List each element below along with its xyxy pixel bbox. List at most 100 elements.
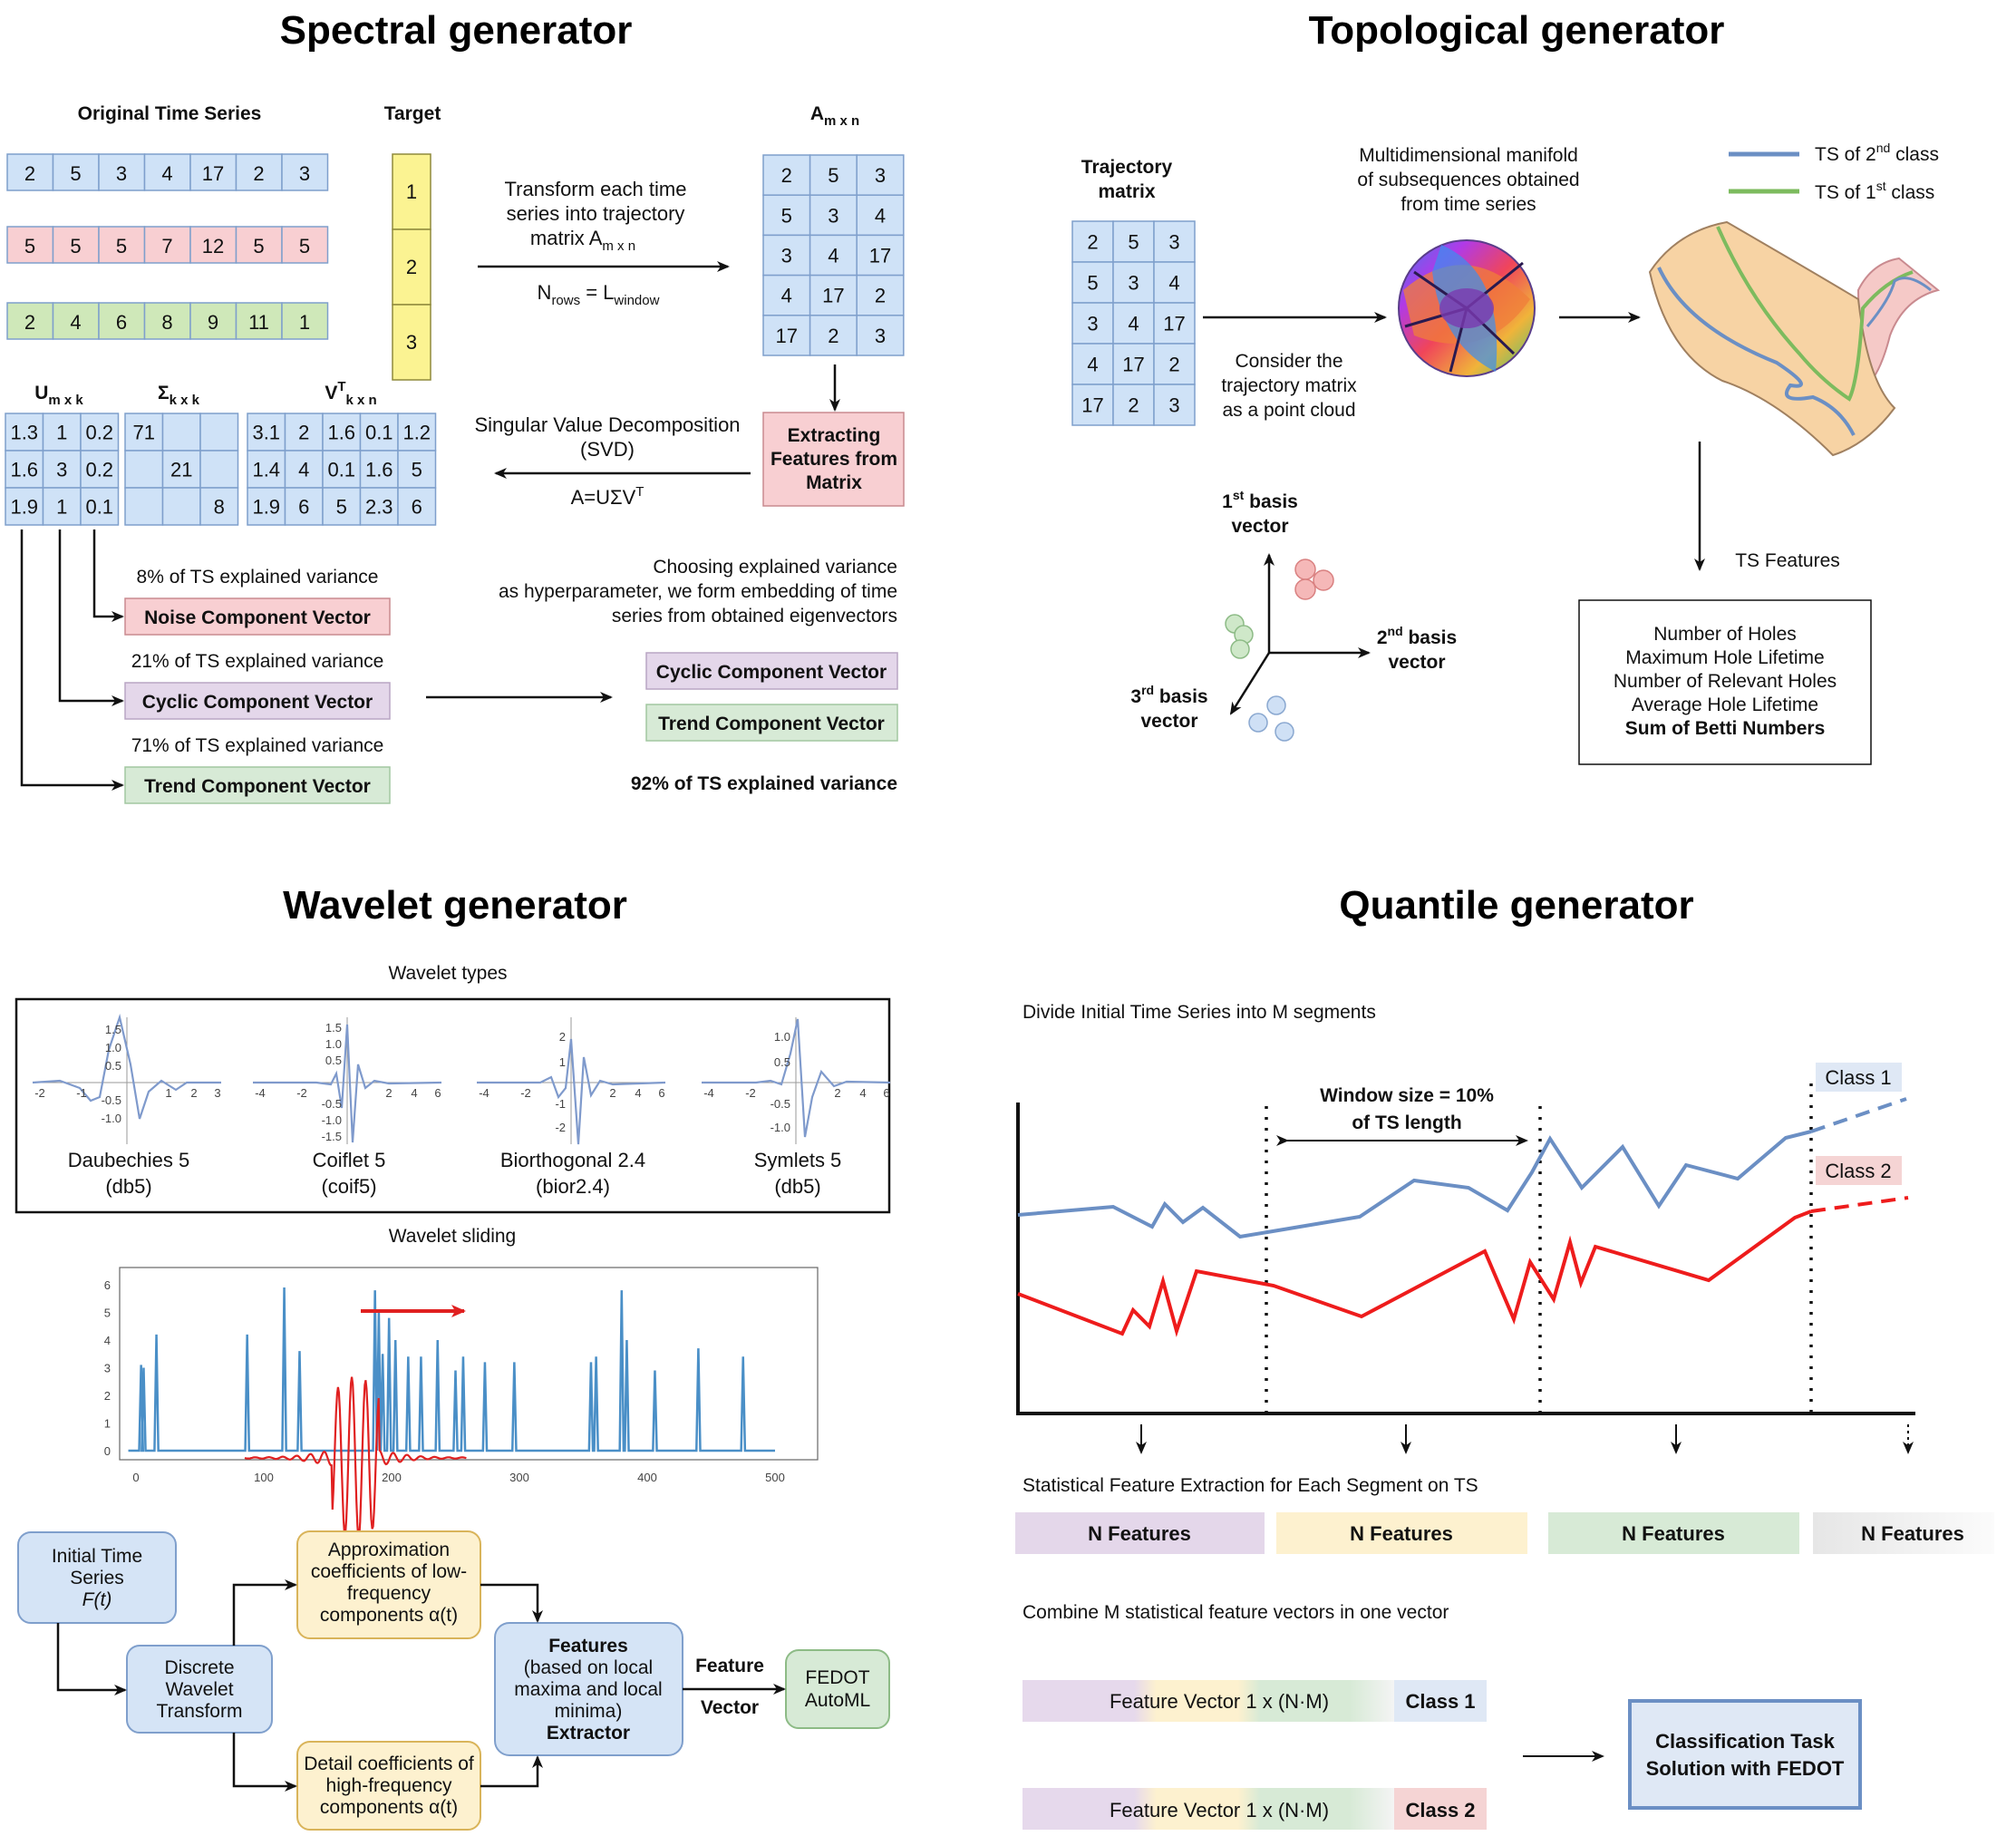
u-matrix-cell bbox=[5, 450, 44, 489]
v-matrix-value: 6 bbox=[298, 496, 309, 519]
extractor-line-2: maxima and local bbox=[514, 1679, 662, 1700]
wavelet-type-code: (coif5) bbox=[321, 1175, 376, 1198]
sliding-x-tick: 500 bbox=[765, 1471, 785, 1484]
mini-x-tick: 6 bbox=[883, 1086, 889, 1100]
v-matrix-cell bbox=[322, 413, 362, 452]
wavelet-sliding-label: Wavelet sliding bbox=[389, 1226, 516, 1247]
series-value: 5 bbox=[70, 162, 81, 185]
v-matrix-value: 1.2 bbox=[402, 422, 431, 444]
v-matrix-value: 3.1 bbox=[252, 422, 280, 444]
sliding-x-tick: 0 bbox=[132, 1471, 139, 1484]
solution-line-1: Classification Task bbox=[1655, 1730, 1835, 1753]
legend-2nd-label: TS of 2nd class bbox=[1815, 141, 1939, 165]
trajectory-matrix-cell bbox=[1153, 384, 1196, 426]
wavelet-mini-plot: 1.5 1.0 0.5 -0.5 -1.0 -1.5 -4 -2 2 4 6 bbox=[253, 1017, 442, 1144]
dwt-line-1: Discrete bbox=[164, 1657, 234, 1678]
trajectory-matrix-cell bbox=[1112, 220, 1155, 263]
detail-line-3: components α(t) bbox=[320, 1797, 458, 1818]
v-matrix-value: 4 bbox=[298, 459, 309, 481]
mini-x-tick: 2 bbox=[190, 1086, 197, 1100]
svd-line-1: Singular Value Decomposition bbox=[474, 413, 740, 436]
sliding-y-tick: 5 bbox=[104, 1307, 111, 1320]
a-matrix-cell bbox=[762, 315, 811, 356]
series-value: 5 bbox=[70, 235, 81, 257]
mini-y-tick: -1.0 bbox=[771, 1121, 790, 1134]
wavelet-curve bbox=[32, 1013, 221, 1120]
series-value: 5 bbox=[299, 235, 310, 257]
solution-line-2: Solution with FEDOT bbox=[1646, 1757, 1845, 1780]
noise-connector bbox=[92, 529, 124, 622]
sigma-matrix-cell bbox=[124, 413, 164, 452]
target-label: Target bbox=[384, 103, 441, 124]
dwt-to-detail-arrow bbox=[232, 1733, 297, 1792]
class2-forecast bbox=[1810, 1196, 1909, 1213]
series-cell bbox=[6, 153, 54, 191]
trajectory-matrix-value: 4 bbox=[1087, 354, 1098, 376]
spectral-title: Spectral generator bbox=[280, 8, 633, 53]
basis2-line-2: vector bbox=[1388, 652, 1445, 673]
a-matrix-cell bbox=[856, 234, 905, 277]
basis1-line-2: vector bbox=[1231, 516, 1288, 537]
a-matrix-cell bbox=[809, 234, 858, 277]
transform-line-2: series into trajectory bbox=[507, 202, 685, 225]
choose-line-1: Choosing explained variance bbox=[653, 557, 897, 578]
trajectory-matrix: 2 5 3 5 3 4 3 4 17 4 17 2 17 2 3 bbox=[1071, 220, 1196, 426]
sigma-matrix-cell bbox=[161, 487, 201, 526]
mini-x-tick: -4 bbox=[479, 1086, 489, 1100]
mini-y-tick: -1.0 bbox=[102, 1112, 121, 1125]
v-matrix-cell bbox=[247, 487, 286, 526]
sigma-matrix-cell bbox=[199, 487, 239, 526]
mini-x-tick: -2 bbox=[745, 1086, 756, 1100]
v-matrix-cell bbox=[397, 450, 437, 489]
sliding-y-tick: 0 bbox=[104, 1444, 111, 1458]
wavelet-mini-plot: 1.5 1.0 0.5 -0.5 -1.0 -2 -1 1 2 3 bbox=[32, 1013, 221, 1144]
quantile-panel: Quantile generator Divide Initial Time S… bbox=[1015, 883, 1994, 1830]
fv-class2-text: Class 2 bbox=[1405, 1799, 1475, 1821]
initial-line-2: Series bbox=[70, 1568, 124, 1588]
trajectory-label-2: matrix bbox=[1098, 181, 1155, 202]
trajectory-matrix-value: 17 bbox=[1081, 394, 1103, 417]
legend-1st-label: TS of 1st class bbox=[1815, 179, 1934, 203]
series-value: 17 bbox=[202, 162, 224, 185]
consider-line-3: as a point cloud bbox=[1222, 400, 1355, 421]
u-matrix-value: 0.1 bbox=[85, 496, 113, 519]
result-trend-box bbox=[645, 704, 898, 742]
extractor-line-1: (based on local bbox=[524, 1657, 653, 1678]
trajectory-matrix-value: 5 bbox=[1128, 231, 1139, 254]
trend-connector bbox=[20, 529, 124, 791]
mini-x-tick: -2 bbox=[296, 1086, 307, 1100]
sliding-x-tick: 400 bbox=[637, 1471, 657, 1484]
v-matrix-value: 6 bbox=[412, 496, 422, 519]
ts-features-label: TS Features bbox=[1735, 550, 1840, 571]
basis2-line-1: 2nd basis bbox=[1377, 624, 1457, 648]
a-matrix-value: 2 bbox=[828, 325, 838, 347]
mini-y-tick: 1.5 bbox=[325, 1021, 342, 1035]
cyclic-percent: 21% of TS explained variance bbox=[131, 651, 384, 672]
approx-line-4: components α(t) bbox=[320, 1605, 458, 1626]
v-matrix: 3.1 2 1.6 0.1 1.2 1.4 4 0.1 1.6 5 1.9 6 5 2.3 6 bbox=[247, 413, 437, 526]
a-matrix-cell bbox=[856, 315, 905, 356]
u-matrix-value: 1 bbox=[56, 496, 67, 519]
dwt-box bbox=[126, 1645, 273, 1734]
mini-x-tick: 1 bbox=[165, 1086, 171, 1100]
original-series-rows: 2 5 3 4 17 2 35 5 5 7 12 5 52 4 6 8 9 11 1 bbox=[6, 153, 329, 340]
trajectory-matrix-value: 3 bbox=[1128, 272, 1139, 295]
series-value: 8 bbox=[161, 311, 172, 334]
mini-y-tick: -1.5 bbox=[322, 1130, 342, 1143]
feature-vector-row-1 bbox=[1023, 1680, 1394, 1722]
series-cell bbox=[189, 302, 237, 340]
a-matrix-cell bbox=[856, 154, 905, 196]
target-value: 2 bbox=[406, 256, 417, 278]
wavelet-panel: Wavelet generator Wavelet types 1.5 1.0 0.… bbox=[15, 883, 891, 1831]
mini-x-tick: -4 bbox=[255, 1086, 266, 1100]
mini-y-tick: -0.5 bbox=[771, 1097, 790, 1111]
approx-line-3: frequency bbox=[347, 1583, 431, 1604]
target-cell bbox=[392, 304, 431, 381]
sliding-y-tick: 4 bbox=[104, 1334, 111, 1347]
sliding-y-tick: 6 bbox=[104, 1278, 111, 1292]
mini-x-tick: 6 bbox=[658, 1086, 664, 1100]
manifold-line-1: Multidimensional manifold bbox=[1359, 145, 1578, 166]
v-matrix-cell bbox=[397, 487, 437, 526]
